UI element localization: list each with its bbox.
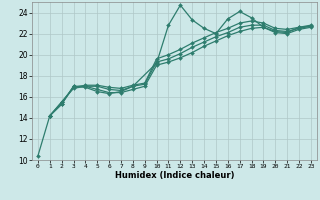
- X-axis label: Humidex (Indice chaleur): Humidex (Indice chaleur): [115, 171, 234, 180]
